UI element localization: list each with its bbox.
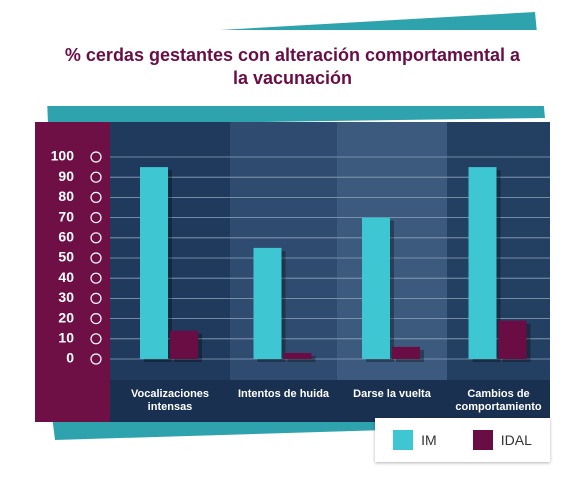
tick-mark bbox=[90, 292, 102, 304]
y-tick-label: 90 bbox=[58, 168, 74, 184]
legend-item: IM bbox=[393, 430, 437, 450]
bar bbox=[253, 247, 282, 359]
tick-mark bbox=[90, 212, 102, 224]
bar bbox=[140, 167, 168, 359]
tick-mark bbox=[90, 232, 102, 244]
y-tick-label: 10 bbox=[58, 330, 74, 346]
bar bbox=[392, 346, 420, 359]
y-tick-label: 20 bbox=[58, 309, 74, 325]
title-box bbox=[33, 30, 550, 106]
bar bbox=[468, 167, 497, 359]
tick-mark bbox=[90, 333, 102, 345]
y-tick-label: 80 bbox=[58, 188, 74, 204]
chart-title: % cerdas gestantes con alteración compor… bbox=[64, 45, 521, 88]
band bbox=[230, 122, 337, 380]
x-tick-label: Vocalizaciones intensas bbox=[130, 388, 210, 413]
bar bbox=[283, 352, 312, 359]
legend-swatch bbox=[472, 430, 493, 450]
legend-swatch bbox=[393, 430, 414, 450]
legend: IM IDAL bbox=[375, 418, 550, 462]
bar bbox=[170, 330, 198, 359]
x-tick-label: Cambios de comportamiento bbox=[455, 388, 542, 413]
tick-mark bbox=[90, 191, 102, 203]
legend-label: IM bbox=[421, 432, 437, 448]
bar bbox=[498, 320, 527, 359]
legend-item: IDAL bbox=[472, 430, 532, 450]
legend-label: IDAL bbox=[500, 432, 532, 448]
tick-mark bbox=[90, 272, 102, 284]
y-tick-label: 60 bbox=[58, 229, 74, 245]
tick-mark bbox=[90, 313, 102, 325]
y-tick-label: 70 bbox=[58, 208, 74, 224]
x-tick-label: Intentos de huida bbox=[237, 388, 330, 400]
tick-mark bbox=[90, 171, 102, 183]
x-tick-label: Darse la vuelta bbox=[353, 388, 431, 400]
tick-mark bbox=[90, 252, 102, 264]
y-tick-label: 50 bbox=[58, 249, 74, 265]
y-tick-label: 100 bbox=[51, 148, 75, 164]
bar bbox=[362, 217, 390, 359]
band bbox=[337, 122, 447, 380]
tick-mark bbox=[90, 151, 102, 163]
y-tick-label: 40 bbox=[58, 269, 74, 285]
y-tick-label: 0 bbox=[66, 350, 74, 366]
tick-mark bbox=[90, 353, 102, 365]
y-tick-label: 30 bbox=[58, 289, 74, 305]
category-band bbox=[110, 380, 550, 422]
